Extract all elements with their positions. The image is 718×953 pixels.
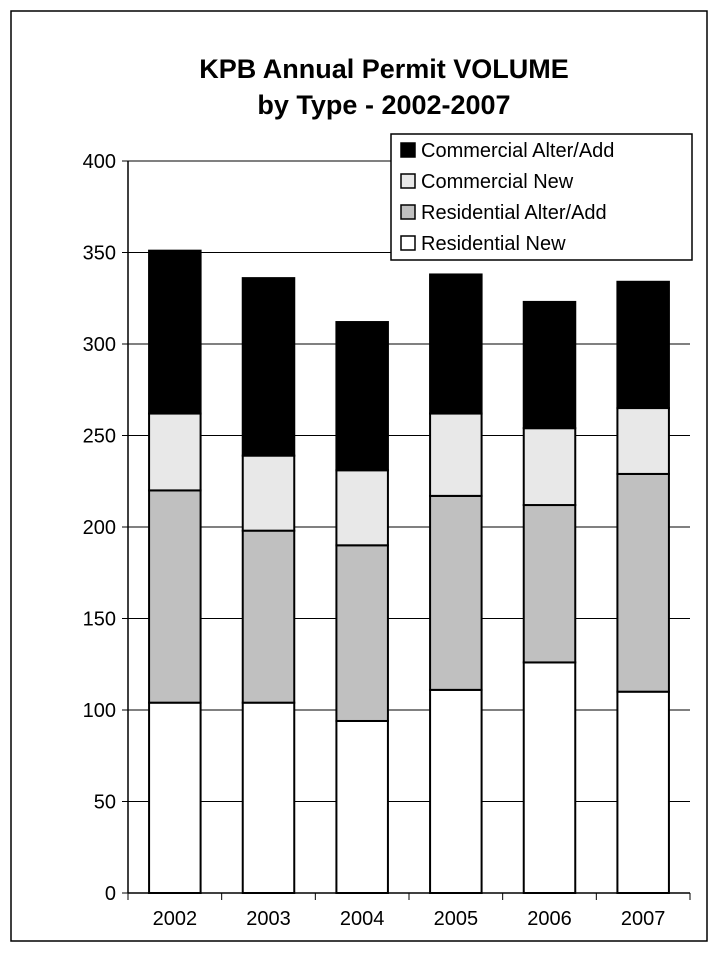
x-tick-label: 2007 [621, 908, 666, 930]
legend-label: Commercial Alter/Add [421, 140, 614, 162]
chart-title-line-2: by Type - 2002-2007 [257, 90, 510, 120]
bar-segment [429, 688, 483, 894]
bar-segment [241, 454, 296, 532]
legend-swatch [400, 204, 416, 220]
bar-segment [429, 273, 483, 415]
y-tick-label: 300 [83, 334, 116, 356]
bar-segment [522, 504, 577, 664]
x-tick-label: 2003 [246, 908, 291, 930]
legend-label: Residential New [421, 233, 566, 255]
bar-segment [148, 412, 202, 492]
bar-segment [616, 690, 670, 895]
bar-segment [616, 472, 670, 693]
y-tick-label: 0 [105, 883, 116, 905]
y-tick-label: 50 [94, 792, 116, 814]
bar-segment [335, 321, 389, 472]
legend-label: Commercial New [421, 171, 574, 193]
y-tick-label: 200 [83, 517, 116, 539]
y-tick-label: 400 [83, 151, 116, 173]
bar-segment [616, 280, 670, 410]
bar-segment [241, 529, 296, 704]
y-axis-ticks: 0 50 100 150 200 250 300 350 400 [83, 151, 128, 905]
bar-segment [148, 701, 202, 894]
x-tick-label: 2002 [153, 908, 198, 930]
legend-swatch [400, 173, 416, 189]
bar-segment [522, 427, 577, 507]
legend: Commercial Alter/Add Commercial New Reside… [390, 133, 693, 261]
bar-segment [522, 300, 577, 430]
bar-segment [335, 719, 389, 894]
legend-box [390, 133, 693, 261]
bar-segment [522, 661, 577, 894]
y-tick-label: 250 [83, 426, 116, 448]
x-tick-label: 2005 [434, 908, 479, 930]
bar-segment [429, 412, 483, 497]
x-axis-ticks: 2002 2003 2004 2005 2006 2007 [127, 893, 691, 930]
legend-swatch [400, 235, 416, 251]
legend-label: Residential Alter/Add [421, 202, 607, 224]
chart-title-line-1: KPB Annual Permit VOLUME [199, 54, 569, 84]
bar-segment [148, 249, 202, 415]
legend-swatch [400, 142, 416, 158]
bar-segment [429, 494, 483, 691]
x-tick-label: 2004 [340, 908, 385, 930]
bars [148, 249, 670, 895]
x-tick-label: 2006 [527, 908, 572, 930]
y-tick-label: 100 [83, 700, 116, 722]
bar-segment [335, 544, 389, 722]
bar-segment [616, 407, 670, 475]
bar-segment [241, 701, 296, 894]
bar-segment [148, 489, 202, 704]
y-tick-label: 350 [83, 243, 116, 265]
y-tick-label: 150 [83, 609, 116, 631]
bar-segment [335, 469, 389, 547]
bar-segment [241, 277, 296, 457]
